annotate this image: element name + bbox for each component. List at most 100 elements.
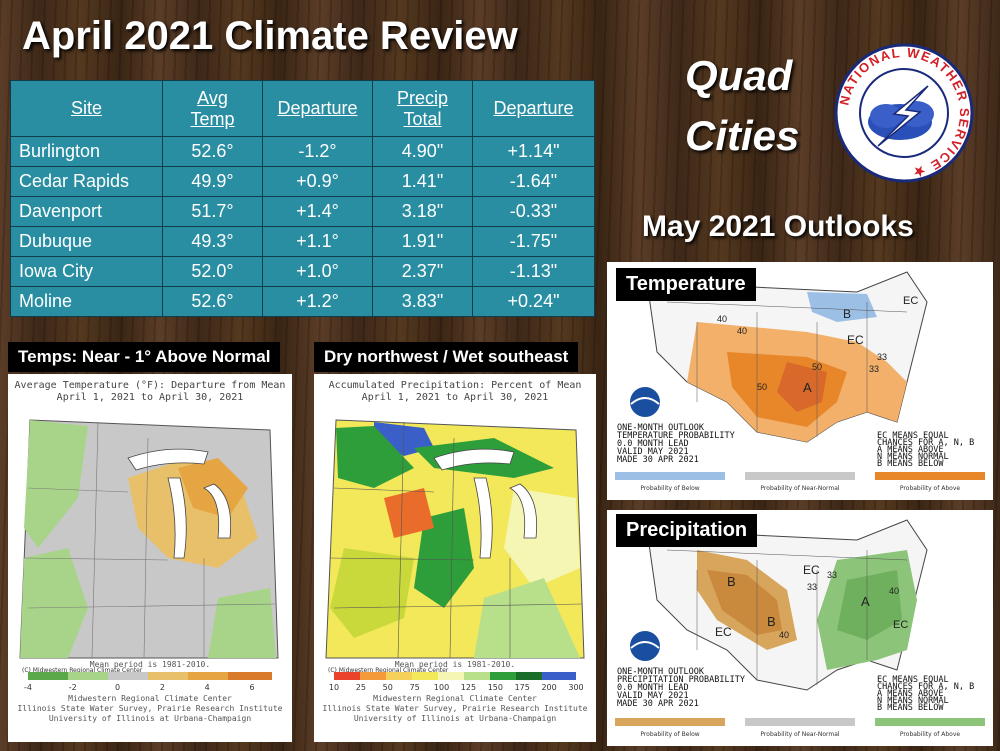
outlook-map-label: EC (847, 333, 864, 347)
cell-temp-departure: +1.1° (262, 226, 373, 257)
cell-precip-total: 2.37" (372, 256, 473, 287)
temp-outlook-legend-line: A MEANS ABOVE (877, 445, 944, 455)
precip-map-corner: (C) Midwestern Regional Climate Center (328, 667, 449, 674)
cell-site: Davenport (10, 196, 163, 227)
table-row: Dubuque 49.3° +1.1° 1.91" -1.75" (10, 226, 595, 257)
cell-precip-departure: -1.64" (472, 166, 595, 197)
probability-bar-label: Probability of Above (900, 731, 960, 738)
cell-temp-departure: +1.4° (262, 196, 373, 227)
precip-scale-tick-label: 150 (488, 683, 503, 692)
cell-temp-departure: +0.9° (262, 166, 373, 197)
table-row: Cedar Rapids 49.9° +0.9° 1.41" -1.64" (10, 166, 595, 197)
probability-bar-label: Probability of Near-Normal (760, 731, 839, 738)
location-line-1: Quad (685, 52, 793, 99)
precip-outlook-legend-line: B MEANS BELOW (877, 703, 944, 713)
precip-outlook-info-line: 0.0 MONTH LEAD (617, 683, 689, 693)
outlook-map-label: EC (893, 619, 908, 631)
cell-precip-total: 3.18" (372, 196, 473, 227)
header-avg-temp: Avg Temp (162, 80, 263, 137)
probability-bar-label: Probability of Above (900, 485, 960, 492)
precip-map-title: Accumulated Precipitation: Percent of Me… (328, 380, 582, 403)
temp-departure-map: Average Temperature (°F): Departure from… (8, 374, 292, 742)
temp-map-credit: Midwestern Regional Climate Center Illin… (17, 694, 283, 723)
precip-scale-tick-label: 175 (515, 683, 530, 692)
cell-precip-total: 4.90" (372, 136, 473, 167)
precip-scale-tick-label: 50 (383, 683, 393, 692)
precip-scale-tick-label: 200 (541, 683, 556, 692)
precip-outlook-graphic: B B EC EC A EC 40 33 33 40 ONE-MONTH OUTLOOKPRECI… (615, 519, 985, 738)
precip-map-mean-period: Mean period is 1981-2010. (394, 660, 516, 669)
temp-scale-tick-label: -2 (69, 683, 77, 692)
precip-outlook-caption: Precipitation (616, 514, 758, 547)
cell-site: Moline (10, 286, 163, 317)
cell-precip-departure: +1.14" (472, 136, 595, 167)
cell-temp-departure: +1.2° (262, 286, 373, 317)
precip-map-colorbar: 10 25 50 75 100 125 150 175 200 300 (329, 672, 584, 692)
temp-outlook-caption: Temperature (616, 268, 756, 301)
precip-outlook-legend-line: EC MEANS EQUAL (877, 675, 949, 685)
temp-scale-tick-label: 4 (205, 683, 210, 692)
precip-map-caption: Dry northwest / Wet southeast (314, 342, 579, 372)
cell-avg-temp: 52.6° (162, 286, 263, 317)
temp-scale-tick-label: 6 (249, 683, 254, 692)
header-temp-departure: Departure (262, 80, 373, 137)
cell-precip-departure: -0.33" (472, 196, 595, 227)
outlook-map-label: 40 (717, 314, 727, 324)
temp-outlook-info-line: ONE-MONTH OUTLOOK (617, 423, 705, 433)
temp-outlook-info-line: VALID MAY 2021 (617, 447, 689, 457)
precip-scale-tick-label: 125 (461, 683, 476, 692)
temp-outlook-map: B EC EC A 40 50 33 40 50 33 ONE-MONTH OUTLOOK TEMP… (607, 262, 993, 500)
outlook-map-label: A (803, 380, 812, 395)
page-title: April 2021 Climate Review (22, 14, 518, 58)
temp-scale-tick-label: 0 (115, 683, 120, 692)
location-line-2: Cities (685, 112, 800, 159)
precip-scale-tick-label: 300 (568, 683, 583, 692)
table-row: Burlington 52.6° -1.2° 4.90" +1.14" (10, 136, 595, 167)
cell-precip-total: 3.83" (372, 286, 473, 317)
precip-scale-tick-label: 75 (410, 683, 420, 692)
precip-outlook-legend-line: N MEANS NORMAL (877, 696, 949, 706)
outlook-map-label: B (843, 307, 851, 321)
precip-outlook-info-line: VALID MAY 2021 (617, 691, 689, 701)
precip-outlook-legend-line: A MEANS ABOVE (877, 689, 944, 699)
outlook-map-label: A (861, 594, 870, 609)
cell-avg-temp: 49.9° (162, 166, 263, 197)
precip-outlook-info-line: ONE-MONTH OUTLOOK (617, 667, 705, 677)
temp-map-mean-period: Mean period is 1981-2010. (89, 660, 211, 669)
header-precip-departure: Departure (472, 80, 595, 137)
cell-avg-temp: 49.3° (162, 226, 263, 257)
outlook-map-label: EC (715, 625, 732, 639)
temp-map-graphic: (C) Midwestern Regional Climate Center (19, 419, 279, 674)
precip-percent-map: Accumulated Precipitation: Percent of Me… (314, 374, 596, 742)
precip-map-graphic: (C) Midwestern Regional Climate Center (325, 419, 585, 674)
probability-bar-label: Probability of Near-Normal (760, 485, 839, 492)
temp-map-caption: Temps: Near - 1° Above Normal (8, 342, 281, 372)
cell-precip-departure: -1.75" (472, 226, 595, 257)
temp-outlook-legend-line: EC MEANS EQUAL (877, 431, 949, 441)
outlook-map-label: 33 (807, 582, 817, 592)
outlook-map-label: B (727, 574, 736, 589)
table-header-row: Site Avg Temp Departure Precip Total Depar… (10, 80, 595, 137)
outlook-map-label: 40 (889, 586, 899, 596)
header-site: Site (10, 80, 163, 137)
temp-scale-tick-label: -4 (24, 683, 32, 692)
temp-map-corner: (C) Midwestern Regional Climate Center (22, 667, 143, 674)
table-row: Moline 52.6° +1.2° 3.83" +0.24" (10, 286, 595, 317)
temp-map-title: Average Temperature (°F): Departure from… (14, 380, 286, 403)
temp-outlook-info-line: 0.0 MONTH LEAD (617, 439, 689, 449)
precip-outlook-info-line: MADE 30 APR 2021 (617, 699, 699, 709)
temp-outlook-legend-line: CHANCES FOR A, N, B (877, 438, 974, 448)
temp-outlook-legend-line: N MEANS NORMAL (877, 452, 949, 462)
outlook-map-label: 33 (869, 364, 879, 374)
precip-outlook-info-line: PRECIPITATION PROBABILITY (617, 675, 745, 685)
cell-temp-departure: +1.0° (262, 256, 373, 287)
temp-outlook-info-line: TEMPERATURE PROBABILITY (617, 431, 735, 441)
precip-scale-tick-label: 10 (329, 683, 339, 692)
temp-map-colorbar: -4 -2 0 2 4 6 (24, 672, 272, 692)
outlook-map-label: 40 (737, 326, 747, 336)
cell-avg-temp: 51.7° (162, 196, 263, 227)
cell-site: Burlington (10, 136, 163, 167)
temp-outlook-graphic: B EC EC A 40 50 33 40 50 33 ONE-MONTH OUTLOOKTEMP… (615, 271, 985, 492)
precip-scale-tick-label: 100 (434, 683, 449, 692)
precip-scale-tick-label: 25 (356, 683, 366, 692)
